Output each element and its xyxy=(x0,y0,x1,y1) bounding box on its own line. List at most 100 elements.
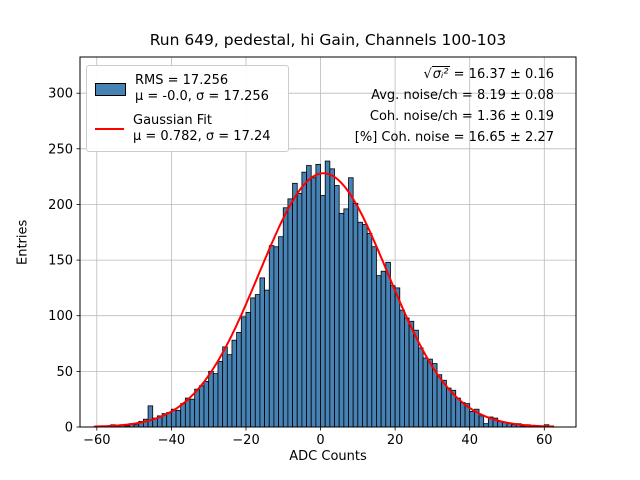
legend-entry-fit: Gaussian Fit μ = 0.782, σ = 17.24 xyxy=(95,113,280,145)
axes-frame xyxy=(79,56,577,428)
histogram-bar xyxy=(422,357,429,428)
histogram-bar xyxy=(366,232,373,428)
histogram-bar xyxy=(459,402,466,428)
histogram-bar xyxy=(352,202,359,428)
legend-histogram-label: RMS = 17.256 μ = -0.0, σ = 17.256 xyxy=(135,73,269,105)
histogram-bar xyxy=(343,208,349,428)
histogram-bar xyxy=(441,379,447,428)
histogram-bar xyxy=(348,177,354,428)
stats-sigma-value: = 16.37 ± 0.16 xyxy=(449,67,554,82)
histogram-bar xyxy=(357,221,363,428)
sqrt-radicand: σᵢ² xyxy=(431,66,450,82)
histogram-bar xyxy=(469,411,475,428)
histogram-bar xyxy=(278,236,284,428)
stats-sigma-line: √σᵢ² = 16.37 ± 0.16 xyxy=(355,64,554,85)
histogram-bar xyxy=(245,311,252,428)
svg-text:60: 60 xyxy=(536,433,553,448)
svg-text:−20: −20 xyxy=(232,433,259,448)
histogram-bar xyxy=(268,245,275,428)
histogram-bar xyxy=(310,177,317,428)
histogram-bar xyxy=(212,373,219,428)
svg-text:0: 0 xyxy=(65,421,73,436)
histogram-bar xyxy=(446,387,452,428)
svg-text:−40: −40 xyxy=(158,433,185,448)
histogram-bar xyxy=(189,398,196,428)
gridlines xyxy=(80,57,576,428)
histogram-bar xyxy=(231,339,238,428)
histogram-bar xyxy=(292,182,298,428)
histogram-bar xyxy=(436,374,443,428)
histogram-bar xyxy=(198,385,205,428)
svg-text:50: 50 xyxy=(56,365,73,380)
legend-fit-label: Gaussian Fit μ = 0.782, σ = 17.24 xyxy=(133,113,271,145)
legend-fit-title-line: Gaussian Fit xyxy=(133,113,213,128)
histogram-bar xyxy=(394,287,401,428)
histogram-bar xyxy=(329,168,335,428)
legend-hist-musigma-line: μ = -0.0, σ = 17.256 xyxy=(135,89,269,104)
histogram-bar xyxy=(222,346,228,428)
histogram-bar xyxy=(371,246,377,428)
svg-text:0: 0 xyxy=(316,433,324,448)
histogram-bar xyxy=(282,207,289,428)
gaussian-fit-curve xyxy=(93,172,555,428)
histogram-bar xyxy=(194,388,200,428)
stats-annotation: √σᵢ² = 16.37 ± 0.16 Avg. noise/ch = 8.19… xyxy=(355,64,554,148)
histogram-bar xyxy=(320,195,326,428)
histogram-bar xyxy=(376,275,382,428)
histogram-swatch-icon xyxy=(95,82,126,96)
histogram-bar xyxy=(287,198,293,428)
x-axis-label: ADC Counts xyxy=(289,449,367,464)
histogram-bar xyxy=(385,261,391,428)
histogram-bar xyxy=(236,332,242,428)
svg-text:20: 20 xyxy=(387,433,404,448)
histogram-bar xyxy=(254,294,261,428)
histogram-bar xyxy=(399,309,405,428)
svg-text:100: 100 xyxy=(48,309,73,324)
histogram-bar xyxy=(306,165,312,428)
histogram-bars xyxy=(101,160,555,428)
svg-text:250: 250 xyxy=(48,142,73,157)
histogram-bar xyxy=(301,171,307,428)
svg-text:40: 40 xyxy=(461,433,478,448)
histogram-bar xyxy=(390,285,396,428)
histogram-bar xyxy=(334,185,340,428)
x-tick-labels: −60 −40 −20 0 20 40 60 xyxy=(83,427,553,448)
stats-pct-coh-noise-line: [%] Coh. noise = 16.65 ± 2.27 xyxy=(354,130,554,145)
y-tick-labels: 0 50 100 150 200 250 300 xyxy=(48,87,80,436)
histogram-bar xyxy=(175,409,182,428)
histogram-bar xyxy=(338,212,345,428)
histogram-bar xyxy=(413,329,419,428)
svg-text:200: 200 xyxy=(48,198,73,213)
histogram-bar xyxy=(250,297,256,428)
stats-avg-noise-line: Avg. noise/ch = 8.19 ± 0.08 xyxy=(371,88,554,103)
histogram-bar xyxy=(483,423,489,428)
svg-text:300: 300 xyxy=(48,87,73,102)
sqrt-symbol: √ xyxy=(423,67,432,82)
histogram-bar xyxy=(208,370,214,428)
svg-text:−60: −60 xyxy=(83,433,110,448)
histogram-bar xyxy=(240,316,247,428)
chart-title: Run 649, pedestal, hi Gain, Channels 100… xyxy=(149,31,507,49)
histogram-bar xyxy=(147,405,154,428)
histogram-bar xyxy=(296,192,303,428)
histogram-bar xyxy=(380,270,387,428)
histogram-bar xyxy=(264,289,270,428)
legend-rms-line: RMS = 17.256 xyxy=(135,73,229,88)
histogram-bar xyxy=(404,317,410,428)
histogram-bar xyxy=(455,397,461,428)
legend-entry-histogram: RMS = 17.256 μ = -0.0, σ = 17.256 xyxy=(95,73,280,105)
svg-text:150: 150 xyxy=(48,254,73,269)
histogram-bar xyxy=(427,358,433,428)
histogram-bar xyxy=(226,354,233,428)
histogram-bar xyxy=(273,246,279,428)
stats-coh-noise-line: Coh. noise/ch = 1.36 ± 0.19 xyxy=(369,109,554,124)
histogram-bar xyxy=(478,415,485,428)
histogram-bar xyxy=(408,320,415,428)
histogram-bar xyxy=(324,160,331,428)
histogram-bar xyxy=(259,277,266,428)
histogram-bar xyxy=(362,224,368,428)
histogram-bar xyxy=(418,347,424,428)
legend-fit-musigma-line: μ = 0.782, σ = 17.24 xyxy=(133,129,271,144)
